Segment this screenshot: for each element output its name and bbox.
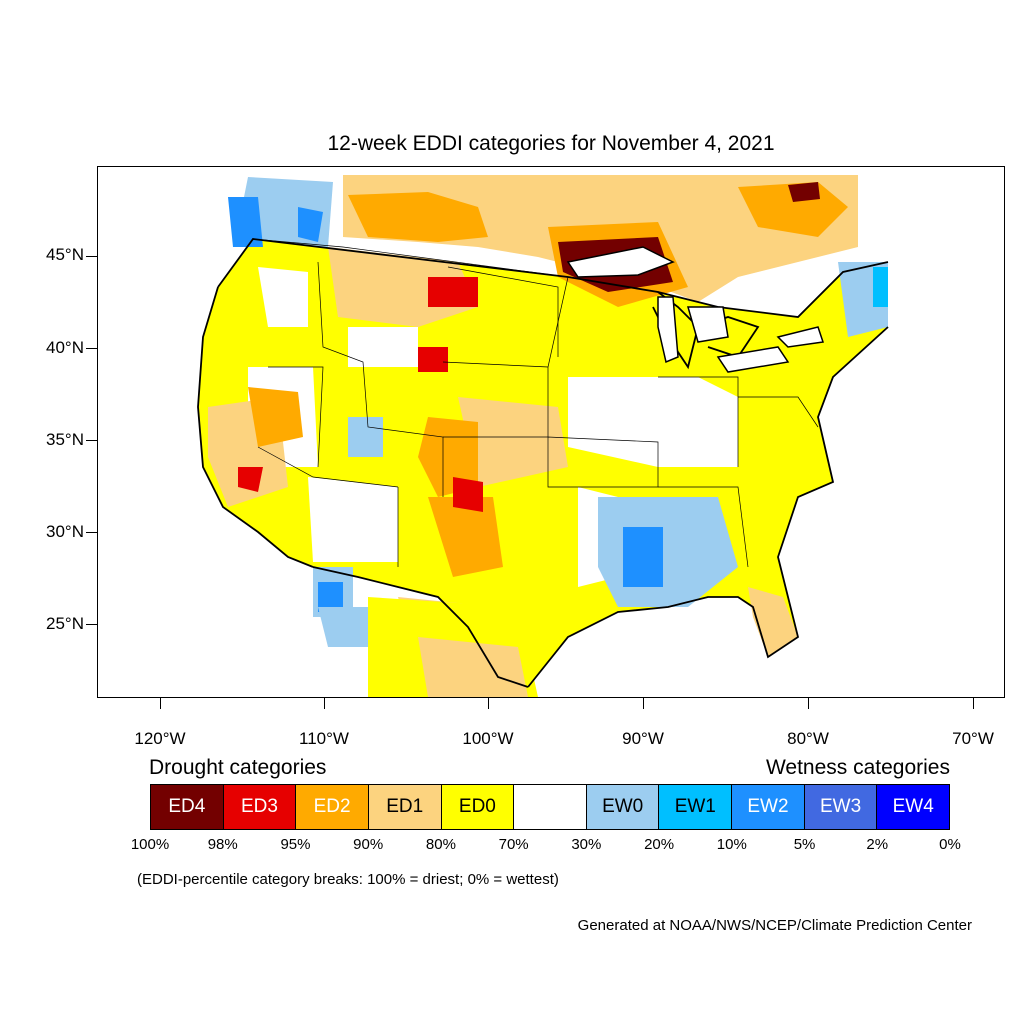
percentile-label: 2% <box>866 836 889 853</box>
legend-box-neutral <box>514 785 587 829</box>
percentile-label: 80% <box>425 836 456 853</box>
nevada-ed2 <box>248 387 303 447</box>
lat-tick <box>86 624 97 625</box>
lon-tick <box>643 698 644 709</box>
percentile-label: 90% <box>353 836 384 853</box>
lat-tick <box>86 440 97 441</box>
percentile-label: 5% <box>793 836 816 853</box>
legend-box-ew0: EW0 <box>586 785 660 829</box>
lon-tick <box>324 698 325 709</box>
lat-label-40: 40°N <box>46 338 84 357</box>
lat-label-25: 25°N <box>46 614 84 633</box>
legend-box-ed4: ED4 <box>151 785 224 829</box>
ca-ed3 <box>238 467 263 492</box>
lon-tick <box>973 698 974 709</box>
canada-wet-west-dark <box>298 207 323 242</box>
percentile-label: 70% <box>498 836 529 853</box>
credit-text: Generated at NOAA/NWS/NCEP/Climate Predi… <box>577 917 972 934</box>
lon-tick <box>808 698 809 709</box>
legend-box-ed0: ED0 <box>441 785 515 829</box>
lat-tick <box>86 256 97 257</box>
lon-label-100: 100°W <box>462 729 514 748</box>
legend-box-ed1: ED1 <box>368 785 442 829</box>
legend-box-ed2: ED2 <box>296 785 369 829</box>
utah-ew0 <box>348 417 383 457</box>
percentile-label: 100% <box>130 836 170 853</box>
tx-ed3 <box>453 477 483 512</box>
category-note: (EDDI-percentile category breaks: 100% =… <box>137 871 559 888</box>
lon-label-120: 120°W <box>134 729 186 748</box>
coastlines <box>197 238 889 688</box>
nm-white <box>308 477 398 562</box>
eddi-map <box>197 175 889 697</box>
percentile-label: 98% <box>207 836 238 853</box>
midwest-white <box>568 377 738 467</box>
wetness-categories-title: Wetness categories <box>765 756 950 779</box>
lat-label-45: 45°N <box>46 245 84 264</box>
map-title: 12-week EDDI categories for November 4, … <box>327 132 775 155</box>
canada-orange-east <box>738 182 848 237</box>
great-lakes <box>566 246 824 373</box>
lat-label-30: 30°N <box>46 522 84 541</box>
az-ew1 <box>318 582 343 612</box>
legend-box-ed3: ED3 <box>223 785 297 829</box>
lat-label-35: 35°N <box>46 430 84 449</box>
percentile-label: 95% <box>280 836 311 853</box>
southeast-ew1 <box>623 527 663 587</box>
lon-label-110: 110°W <box>299 729 349 748</box>
lon-tick <box>488 698 489 709</box>
legend-box-ew4: EW4 <box>877 785 950 829</box>
ne-ed3 <box>418 347 448 372</box>
nm-ed2 <box>428 497 503 577</box>
lat-tick <box>86 348 97 349</box>
newengland-ew1 <box>873 267 888 307</box>
lat-tick <box>86 532 97 533</box>
wy-white <box>348 327 418 367</box>
legend-box-ew3: EW3 <box>804 785 878 829</box>
kansas-ed1 <box>458 397 568 487</box>
florida-ed1 <box>748 587 798 657</box>
lon-tick <box>160 698 161 709</box>
legend-box-ew1: EW1 <box>659 785 733 829</box>
washington-ew1 <box>228 197 263 247</box>
percentile-label: 10% <box>716 836 747 853</box>
lon-label-90: 90°W <box>622 729 664 748</box>
lon-label-80: 80°W <box>787 729 829 748</box>
mexico-ed1 <box>418 637 528 697</box>
idaho-white <box>258 267 308 327</box>
legend-bar: ED4 ED3 ED2 ED1 ED0 EW0 EW1 EW2 EW3 EW4 <box>150 784 950 830</box>
canada-orange <box>348 192 488 242</box>
drought-categories-title: Drought categories <box>149 756 327 779</box>
percentile-label: 30% <box>571 836 602 853</box>
state-lines <box>252 238 819 568</box>
nd-ed3 <box>428 277 478 307</box>
percentile-label: 20% <box>644 836 675 853</box>
map-frame <box>97 166 1005 698</box>
lon-label-70: 70°W <box>952 729 994 748</box>
legend-box-ew2: EW2 <box>732 785 805 829</box>
percentile-label: 0% <box>939 836 961 853</box>
ontario-ed4 <box>788 182 820 202</box>
